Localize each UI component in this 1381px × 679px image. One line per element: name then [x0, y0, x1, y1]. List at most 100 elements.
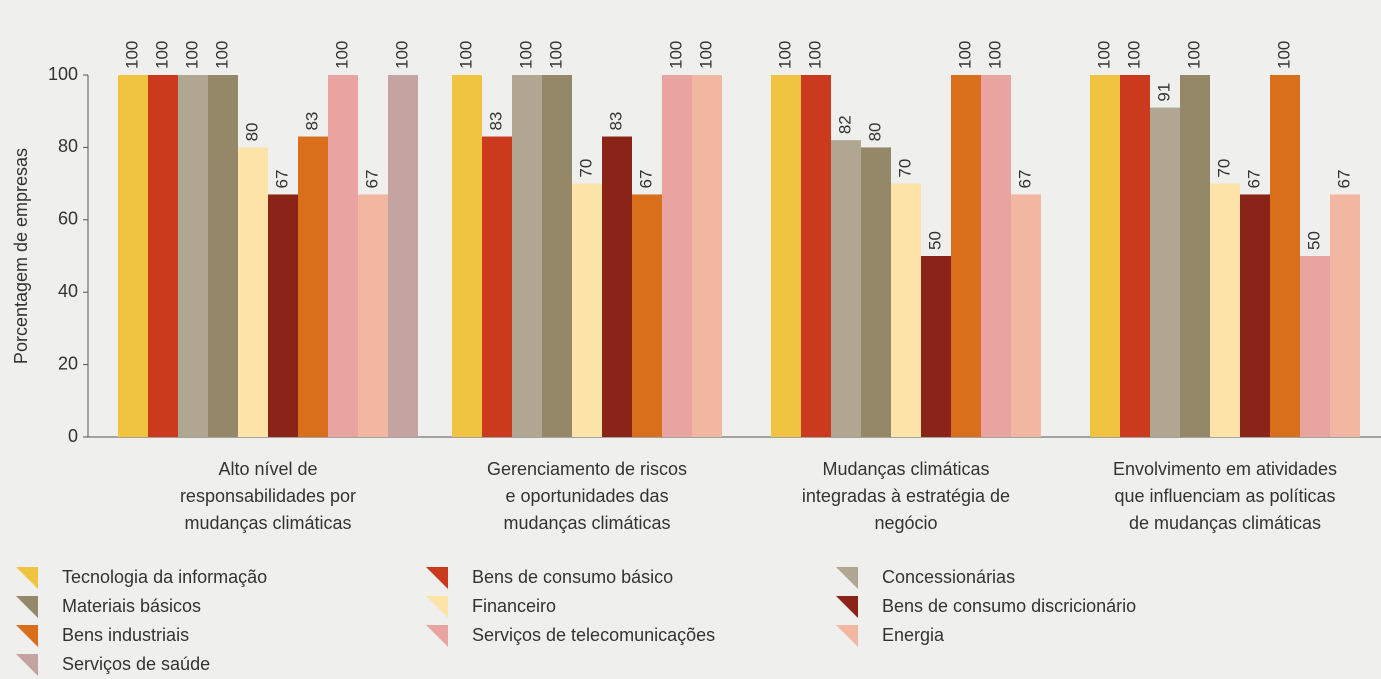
value-label: 100 — [955, 41, 974, 69]
bar — [801, 75, 831, 437]
value-label: 100 — [456, 41, 475, 69]
value-label: 100 — [332, 41, 351, 69]
value-label: 70 — [576, 159, 595, 178]
bar — [1240, 194, 1270, 437]
bar — [632, 194, 662, 437]
legend-label: Bens industriais — [62, 625, 189, 645]
y-tick-label: 0 — [68, 426, 78, 446]
bar — [208, 75, 238, 437]
legend-swatch — [16, 654, 38, 676]
x-tick-label-line: de mudanças climáticas — [1129, 513, 1321, 533]
bar — [1011, 194, 1041, 437]
bar — [951, 75, 981, 437]
value-label: 91 — [1154, 83, 1173, 102]
bar — [771, 75, 801, 437]
bar — [118, 75, 148, 437]
value-label: 67 — [362, 170, 381, 189]
bar — [981, 75, 1011, 437]
value-label: 100 — [666, 41, 685, 69]
value-label: 100 — [122, 41, 141, 69]
x-tick-label: Alto nível de responsabilidades por mudanç… — [180, 459, 356, 533]
value-label: 82 — [835, 115, 854, 134]
value-label: 100 — [1124, 41, 1143, 69]
bar — [358, 194, 388, 437]
bar — [1150, 107, 1180, 437]
y-tick-label: 40 — [58, 281, 78, 301]
bar — [268, 194, 298, 437]
legend-swatch — [836, 596, 858, 618]
legend-label: Energia — [882, 625, 945, 645]
value-label: 100 — [696, 41, 715, 69]
x-tick-label-line: mudanças climáticas — [503, 513, 670, 533]
value-label: 67 — [1015, 170, 1034, 189]
bar — [861, 147, 891, 437]
bar — [921, 256, 951, 437]
value-label: 83 — [486, 112, 505, 131]
legend-label: Bens de consumo básico — [472, 567, 673, 587]
value-label: 67 — [636, 170, 655, 189]
value-label: 100 — [212, 41, 231, 69]
value-label: 70 — [1214, 159, 1233, 178]
bar — [148, 75, 178, 437]
bar — [1180, 75, 1210, 437]
bar — [238, 147, 268, 437]
value-label: 100 — [1274, 41, 1293, 69]
bar — [891, 183, 921, 437]
legend-swatch — [426, 567, 448, 589]
value-label: 70 — [895, 159, 914, 178]
value-label: 100 — [546, 41, 565, 69]
value-label: 100 — [182, 41, 201, 69]
bar — [572, 183, 602, 437]
x-tick-label: Mudanças climáticas integradas à estratég… — [802, 459, 1010, 533]
x-tick-label-line: Envolvimento em atividades — [1113, 459, 1337, 479]
value-label: 67 — [1334, 170, 1353, 189]
bar — [1120, 75, 1150, 437]
legend-label: Serviços de saúde — [62, 654, 210, 674]
legend-swatch — [426, 596, 448, 618]
x-tick-label: Envolvimento em atividades que influencia… — [1113, 459, 1337, 533]
bar — [328, 75, 358, 437]
x-tick-label-line: Gerenciamento de riscos — [487, 459, 687, 479]
legend-swatch — [836, 625, 858, 647]
x-tick-label-line: mudanças climáticas — [184, 513, 351, 533]
x-tick-label-line: integradas à estratégia de — [802, 486, 1010, 506]
legend-swatch — [426, 625, 448, 647]
value-label: 50 — [1304, 231, 1323, 250]
bar — [1090, 75, 1120, 437]
legend-swatch — [16, 596, 38, 618]
bar — [178, 75, 208, 437]
value-label: 100 — [805, 41, 824, 69]
bar — [662, 75, 692, 437]
bar — [1270, 75, 1300, 437]
bar — [1330, 194, 1360, 437]
bar — [831, 140, 861, 437]
y-tick-label: 20 — [58, 353, 78, 373]
bar — [542, 75, 572, 437]
value-label: 83 — [302, 112, 321, 131]
legend-swatch — [16, 567, 38, 589]
bar — [512, 75, 542, 437]
x-tick-label-line: responsabilidades por — [180, 486, 356, 506]
value-label: 100 — [985, 41, 1004, 69]
value-label: 100 — [1094, 41, 1113, 69]
value-label: 67 — [1244, 170, 1263, 189]
value-label: 67 — [272, 170, 291, 189]
value-label: 50 — [925, 231, 944, 250]
bar — [602, 136, 632, 438]
legend-label: Materiais básicos — [62, 596, 201, 616]
bar — [482, 136, 512, 438]
x-tick-label-line: e oportunidades das — [505, 486, 668, 506]
legend-label: Tecnologia da informação — [62, 567, 267, 587]
value-label: 100 — [516, 41, 535, 69]
x-tick-label-line: Mudanças climáticas — [822, 459, 989, 479]
x-tick-label-line: que influenciam as políticas — [1114, 486, 1335, 506]
y-tick-label: 100 — [48, 64, 78, 84]
bar — [298, 136, 328, 438]
bar — [388, 75, 418, 437]
value-label: 100 — [392, 41, 411, 69]
value-label: 80 — [242, 122, 261, 141]
bar — [692, 75, 722, 437]
y-tick-label: 80 — [58, 136, 78, 156]
